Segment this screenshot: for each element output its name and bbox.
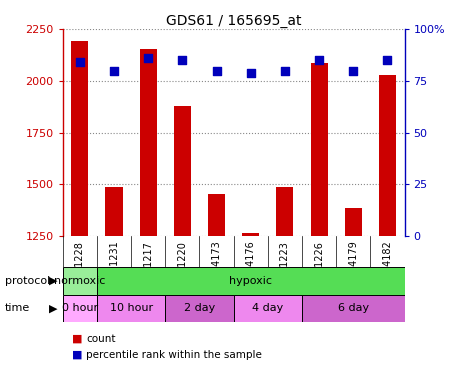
Text: time: time (5, 303, 30, 313)
Bar (97, 295, 165, 322)
Bar (302, 295, 405, 322)
Point (315, 57, 323, 63)
Point (247, 70, 254, 76)
Bar (63, 295, 97, 322)
Text: count: count (86, 333, 115, 344)
Text: hypoxic: hypoxic (229, 276, 272, 286)
Text: GSM4176: GSM4176 (246, 241, 256, 287)
Text: ▶: ▶ (49, 303, 58, 313)
Text: GSM4182: GSM4182 (382, 241, 392, 287)
Text: ■: ■ (72, 350, 83, 360)
Text: 0 hour: 0 hour (62, 303, 98, 313)
Text: ▶: ▶ (49, 276, 58, 286)
Bar (276, 187, 293, 366)
Title: GDS61 / 165695_at: GDS61 / 165695_at (166, 14, 301, 28)
Point (110, 68, 118, 74)
Text: protocol: protocol (5, 276, 50, 286)
Bar (379, 75, 396, 366)
Text: GSM4179: GSM4179 (348, 241, 359, 287)
Text: 6 day: 6 day (338, 303, 369, 313)
Bar (165, 295, 233, 322)
Point (145, 55, 152, 61)
Point (281, 68, 289, 74)
Text: percentile rank within the sample: percentile rank within the sample (86, 350, 262, 360)
Point (76, 59, 84, 65)
Text: GSM1220: GSM1220 (177, 241, 187, 288)
Text: GSM4173: GSM4173 (212, 241, 222, 287)
Text: normoxic: normoxic (54, 276, 106, 286)
Point (179, 57, 186, 63)
Bar (345, 208, 362, 366)
Text: GSM1217: GSM1217 (143, 241, 153, 288)
Point (384, 57, 391, 63)
Point (350, 68, 357, 74)
Text: 10 hour: 10 hour (110, 303, 153, 313)
Text: GSM1228: GSM1228 (75, 241, 85, 288)
Bar (71, 41, 88, 366)
Bar (174, 106, 191, 366)
Bar (106, 187, 123, 366)
Text: GSM1223: GSM1223 (280, 241, 290, 288)
Point (213, 68, 220, 74)
Text: ■: ■ (72, 333, 83, 344)
Bar (233, 295, 302, 322)
Bar (208, 194, 225, 366)
Bar (140, 49, 157, 366)
Text: GSM1231: GSM1231 (109, 241, 119, 287)
Bar (311, 63, 328, 366)
Text: 2 day: 2 day (184, 303, 215, 313)
Text: 4 day: 4 day (252, 303, 284, 313)
Text: GSM1226: GSM1226 (314, 241, 324, 288)
Bar (63, 267, 97, 295)
Bar (242, 233, 259, 366)
